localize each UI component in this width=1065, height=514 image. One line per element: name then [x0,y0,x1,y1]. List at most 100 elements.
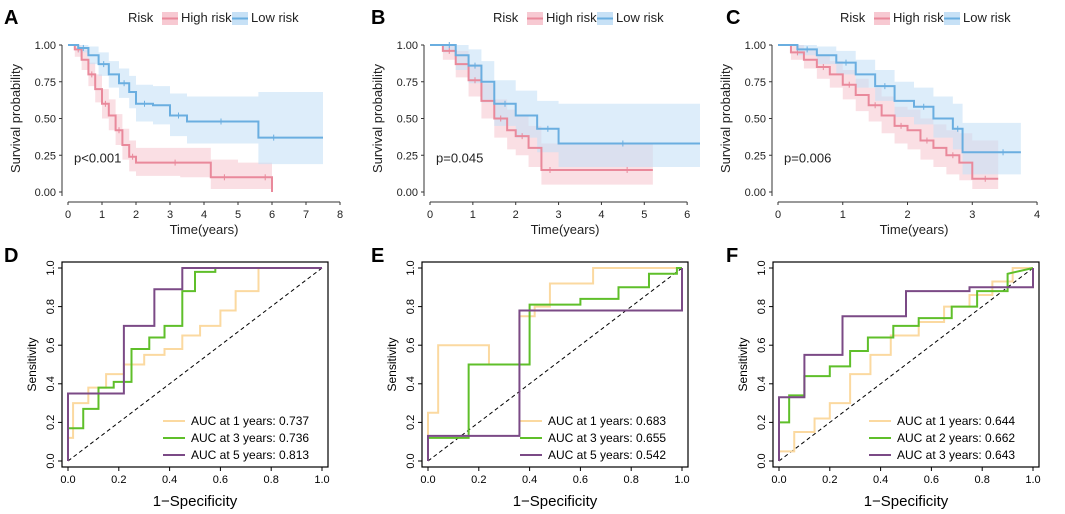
legend-label: AUC at 3 years: 0.655 [548,431,666,445]
panel-label-B: B [371,7,385,29]
roc-panel-D: D 0.00.0 0.2 0.2 0.4 0.4 0.6 0.6 0.8 0.8 1.0 1.0 1−S… [4,245,330,510]
survival-curve-low [778,44,1021,154]
y-tick-label: 0.0 [756,453,768,468]
y-tick-label: 0.75 [397,77,418,89]
y-tick-label: 0.8 [405,299,417,314]
x-tick-label: 6 [684,209,690,221]
roc-curve-1 [778,267,1033,461]
legend-label: Low risk [616,10,664,25]
legend-label: AUC at 5 years: 0.542 [548,448,666,462]
x-tick-label: 0.2 [471,474,486,486]
y-tick-label: 0.75 [35,77,56,89]
y-tick-label: 0.6 [405,338,417,353]
survival-curve-high [778,44,999,180]
x-tick-label: 7 [303,209,309,221]
p-value: p<0.001 [74,151,121,166]
panel-label-A: A [4,7,18,29]
x-tick-label: 0.2 [822,474,837,486]
y-tick-label: 1.00 [35,40,56,52]
roc-curve-2 [427,267,682,461]
survival-curve-high [68,44,273,192]
y-axis-label: Sensitivity [736,337,750,391]
x-tick-label: 1 [99,209,105,221]
y-tick-label: 0.4 [45,376,57,391]
y-axis-label: Sensitivity [25,337,39,391]
p-value: p=0.045 [436,151,483,166]
roc-panel-E: E 0.00.0 0.2 0.2 0.4 0.4 0.6 0.6 0.8 0.8 1.0 1.0 1−S… [371,245,690,510]
x-tick-label: 5 [641,209,647,221]
km-panel-B: B Risk High risk Low risk 0.00 0.25 0.50 0.75 1.… [370,7,700,237]
y-tick-label: 0.25 [35,150,56,162]
x-tick-label: 0.8 [264,474,279,486]
plot-frame [61,261,329,468]
y-tick-label: 0.4 [756,376,768,391]
x-tick-label: 1.0 [314,474,329,486]
y-axis-label: Sensitivity [385,337,399,391]
y-tick-label: 0.00 [35,187,56,199]
legend-label: AUC at 1 years: 0.737 [191,414,309,428]
x-tick-label: 2 [133,209,139,221]
x-tick-label: 1.0 [674,474,689,486]
y-axis-label: Survival probability [8,63,23,173]
ci-band-low [430,45,700,168]
x-tick-label: 1.0 [1025,474,1040,486]
x-tick-label: 0.4 [522,474,537,486]
x-tick-label: 0.0 [420,474,435,486]
x-tick-label: 8 [337,209,343,221]
x-tick-label: 0 [775,209,781,221]
panel-label-C: C [726,7,740,29]
roc-curve-3 [67,267,322,461]
x-tick-label: 3 [969,209,975,221]
x-tick-label: 4 [1034,209,1040,221]
y-tick-label: 0.50 [397,114,418,126]
x-tick-label: 0.8 [624,474,639,486]
legend: Risk High risk Low risk [128,10,299,25]
legend-label: AUC at 3 years: 0.736 [191,431,309,445]
roc-panel-F: F 0.00.0 0.2 0.2 0.4 0.4 0.6 0.6 0.8 0.8 1.0 1.0 1−S… [726,245,1041,510]
y-tick-label: 0.6 [756,338,768,353]
y-tick-label: 0.00 [397,187,418,199]
x-axis-label: Time(years) [170,222,239,237]
x-tick-label: 0.4 [873,474,888,486]
x-tick-label: 0.6 [924,474,939,486]
y-tick-label: 0.00 [745,187,766,199]
x-tick-label: 2 [513,209,519,221]
y-tick-label: 1.00 [397,40,418,52]
legend: Risk High risk Low risk [840,10,1011,25]
x-tick-label: 0.0 [60,474,75,486]
x-tick-label: 6 [269,209,275,221]
legend: Risk High risk Low risk [493,10,664,25]
x-axis-label: Time(years) [880,222,949,237]
ci-band-high [778,45,999,190]
panel-label-D: D [4,245,18,267]
km-panel-A: A Risk High risk Low risk 0.00 0.25 0.50 0.75 1.… [4,7,343,237]
x-tick-label: 0.0 [771,474,786,486]
legend-label: AUC at 5 years: 0.813 [191,448,309,462]
legend-label: Low risk [251,10,299,25]
x-tick-label: 0.4 [162,474,177,486]
legend-title: Risk [128,10,154,25]
y-tick-label: 0.50 [745,114,766,126]
y-tick-label: 0.75 [745,77,766,89]
km-panel-C: C Risk High risk Low risk 0.00 0.25 0.50 0.75 1.… [718,7,1040,237]
survival-curve-low [68,44,323,139]
legend-label: High risk [893,10,944,25]
x-axis-label: Time(years) [531,222,600,237]
legend-label: Low risk [963,10,1011,25]
x-tick-label: 3 [556,209,562,221]
roc-curve-3 [427,268,683,461]
x-tick-label: 4 [201,209,207,221]
y-tick-label: 1.0 [756,260,768,275]
p-value: p=0.006 [784,151,831,166]
x-tick-label: 5 [235,209,241,221]
roc-curve-1 [67,267,322,461]
x-tick-label: 3 [167,209,173,221]
x-axis-label: 1−Specificity [864,493,949,510]
x-tick-label: 1 [840,209,846,221]
x-tick-label: 2 [904,209,910,221]
x-tick-label: 1 [470,209,476,221]
y-tick-label: 0.25 [397,150,418,162]
legend-title: Risk [493,10,519,25]
ci-band-low [778,45,1021,175]
y-tick-label: 1.00 [745,40,766,52]
